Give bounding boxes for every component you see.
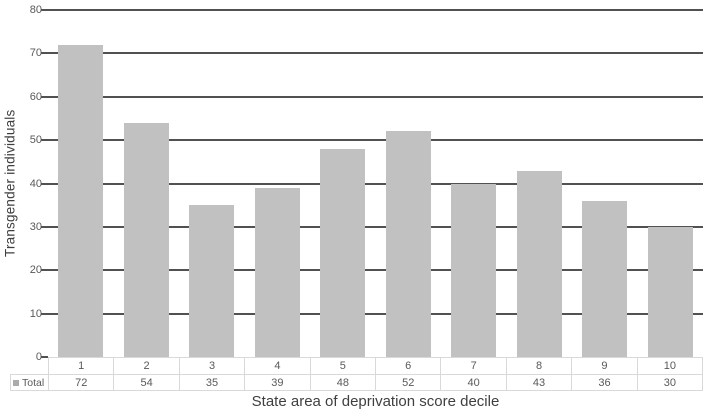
- plot-area: [41, 9, 703, 358]
- bar-decile-10: [647, 226, 693, 357]
- gridline-y-50: [48, 139, 703, 142]
- y-tick-label: 50: [29, 134, 42, 147]
- table-value-cell: 72: [48, 375, 113, 390]
- table-category-cell: 1: [48, 358, 113, 374]
- gridline-y-10: [48, 312, 703, 315]
- bar-decile-6: [385, 131, 431, 357]
- table-value-cell: 48: [309, 375, 375, 390]
- table-value-cell: 40: [440, 375, 505, 390]
- table-value-cell: 30: [636, 375, 704, 390]
- table-category-cell: 7: [440, 358, 505, 374]
- y-tick-label: 60: [29, 90, 42, 103]
- gridline-y-60: [48, 95, 703, 98]
- legend-series-label: Total: [22, 376, 45, 389]
- gridline-y-70: [48, 52, 703, 55]
- y-tick-mark: [41, 269, 48, 272]
- y-tick-label: 20: [29, 264, 42, 277]
- x-axis-title: State area of deprivation score decile: [251, 393, 500, 410]
- bar-decile-5: [320, 148, 366, 357]
- gridline-y-40: [48, 182, 703, 185]
- table-category-cell: 5: [309, 358, 375, 374]
- gridline-y-30: [48, 225, 703, 228]
- gridline-y-20: [48, 269, 703, 272]
- table-category-cell: 10: [636, 358, 704, 374]
- bar-decile-9: [582, 200, 628, 357]
- table-value-cell: 35: [178, 375, 244, 390]
- y-tick-mark: [41, 182, 48, 185]
- gridline-y-80: [48, 9, 703, 11]
- data-table-category-row: 1 2 3 4 5 6 7 8 9 10: [48, 357, 704, 374]
- bar-decile-8: [516, 170, 562, 357]
- table-category-cell: 8: [505, 358, 571, 374]
- table-category-cell: 6: [375, 358, 440, 374]
- table-value-cell: 39: [244, 375, 309, 390]
- y-tick-mark: [41, 52, 48, 55]
- bar-decile-4: [254, 187, 300, 357]
- table-category-cell: 9: [571, 358, 636, 374]
- y-tick-mark: [41, 9, 48, 11]
- legend-key-cell: Total: [10, 374, 49, 391]
- y-tick-mark: [41, 356, 48, 358]
- legend-color-swatch-icon: [13, 379, 19, 386]
- y-tick-label: 70: [29, 47, 42, 60]
- bar-decile-2: [123, 122, 169, 357]
- y-tick-mark: [41, 95, 48, 98]
- bar-decile-7: [451, 183, 497, 357]
- y-tick-label: 80: [29, 4, 42, 16]
- y-tick-label: 30: [29, 220, 42, 233]
- table-value-cell: 43: [505, 375, 571, 390]
- bar-decile-1: [58, 44, 104, 357]
- y-tick-mark: [41, 139, 48, 142]
- y-tick-label: 40: [29, 177, 42, 190]
- y-axis-title: Transgender individuals: [2, 109, 18, 258]
- table-category-cell: 3: [178, 358, 244, 374]
- y-tick-label: 0: [35, 351, 42, 363]
- y-axis-tick-labels: 0 10 20 30 40 50 60 70 80: [20, 4, 42, 363]
- y-tick-mark: [41, 312, 48, 315]
- bar-decile-3: [189, 205, 235, 357]
- y-tick-label: 10: [29, 307, 42, 320]
- data-table-value-row: 72 54 35 39 48 52 40 43 36 30: [48, 374, 704, 391]
- y-tick-mark: [41, 225, 48, 228]
- table-value-cell: 54: [113, 375, 178, 390]
- table-value-cell: 52: [375, 375, 440, 390]
- table-category-cell: 4: [244, 358, 309, 374]
- table-value-cell: 36: [571, 375, 636, 390]
- table-category-cell: 2: [113, 358, 178, 374]
